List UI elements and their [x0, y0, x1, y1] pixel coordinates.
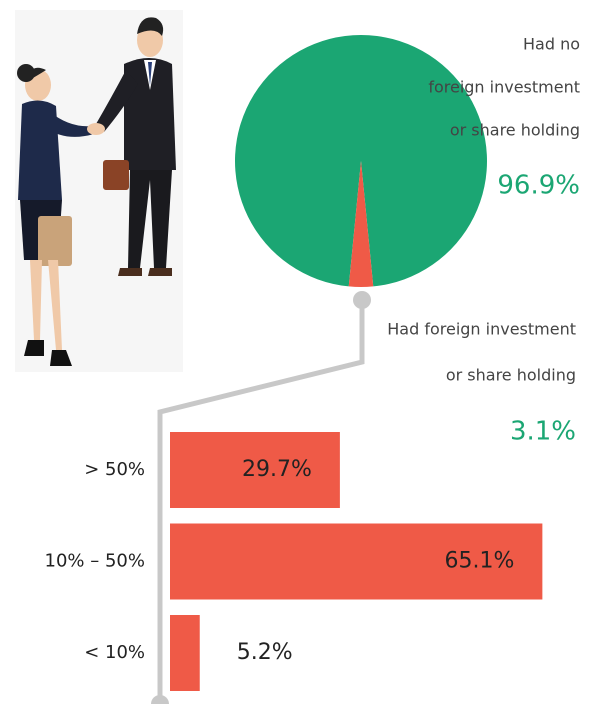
- pie-label: or share holding: [450, 121, 580, 140]
- pie-label: foreign investment: [428, 78, 580, 97]
- pie-label: Had foreign investment: [387, 320, 576, 339]
- bar: [170, 523, 543, 600]
- bar: [170, 432, 340, 508]
- bar-value-label: 5.2%: [237, 640, 293, 665]
- bar-value-label: 29.7%: [242, 457, 312, 482]
- bar-value-label: 65.1%: [444, 549, 514, 574]
- connector-dot: [151, 695, 169, 704]
- pie-slice: [348, 161, 374, 287]
- pie-chart: Had no foreign investment or share holding…: [234, 34, 580, 447]
- bar-category-label: < 10%: [84, 642, 145, 663]
- pie-value-label: 3.1%: [510, 417, 576, 447]
- pie-label: or share holding: [446, 366, 576, 385]
- connector: [157, 300, 365, 700]
- illustration: [15, 10, 183, 372]
- bar-category-label: 10% – 50%: [45, 551, 145, 572]
- connector-dot: [353, 291, 371, 309]
- bar-chart: > 50% 29.7% 10% – 50% 65.1% < 10% 5.2%: [45, 432, 543, 691]
- pie-value-label: 96.9%: [497, 171, 580, 201]
- pie-slice: [234, 34, 488, 287]
- connector-line: [157, 300, 365, 700]
- bar-category-label: > 50%: [84, 459, 145, 480]
- bar: [170, 615, 200, 691]
- pie-label: Had no: [523, 35, 580, 54]
